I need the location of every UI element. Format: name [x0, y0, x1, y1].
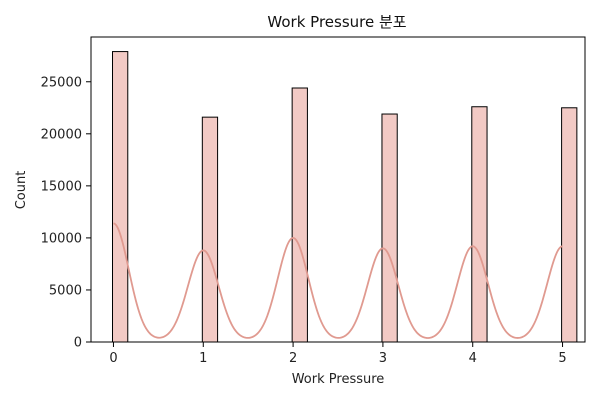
x-axis-label: Work Pressure: [292, 372, 385, 387]
x-tick-label-2: 2: [289, 351, 297, 366]
x-axis: 0 1 2 3 4 5: [109, 342, 567, 366]
bar-1: [201, 116, 219, 343]
plot-area: [90, 36, 586, 343]
y-axis: 0 5000 10000 15000 20000 25000: [41, 75, 91, 351]
bar-5: [561, 107, 578, 343]
y-tick-label-10000: 10000: [41, 231, 82, 246]
y-axis-label: Count: [14, 171, 29, 210]
kde-line: [113, 222, 563, 339]
bars-group: [112, 51, 578, 343]
y-tick-label-15000: 15000: [41, 179, 82, 194]
bar-3: [381, 113, 398, 343]
y-tick-label-5000: 5000: [49, 283, 82, 298]
x-tick-label-0: 0: [109, 351, 117, 366]
x-tick-label-1: 1: [199, 351, 207, 366]
bar-2: [291, 87, 308, 343]
x-tick-label-5: 5: [558, 351, 566, 366]
y-tick-label-0: 0: [74, 336, 82, 351]
kde-group: [113, 222, 563, 339]
y-tick-label-20000: 20000: [41, 127, 82, 142]
bar-4: [471, 106, 488, 343]
bar-0: [112, 51, 129, 343]
x-tick-label-4: 4: [469, 351, 477, 366]
x-tick-label-3: 3: [379, 351, 387, 366]
chart-title: Work Pressure 분포: [267, 13, 406, 31]
y-tick-label-25000: 25000: [41, 75, 82, 90]
